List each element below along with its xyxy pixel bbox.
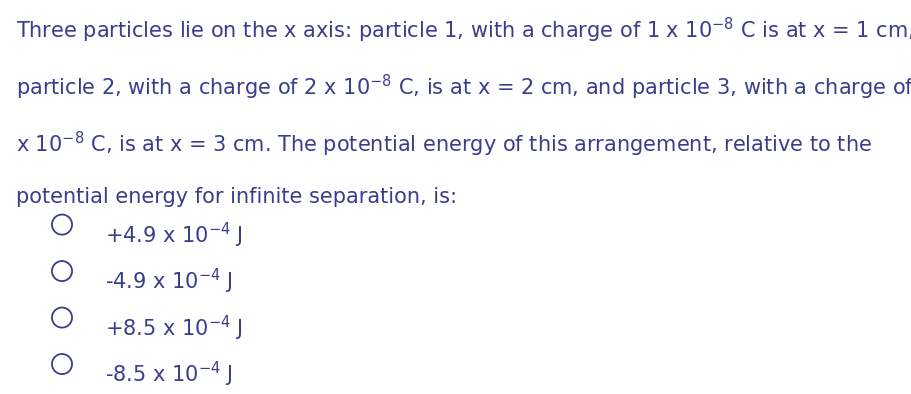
- Text: x 10$^{-8}$ C, is at x = 3 cm. The potential energy of this arrangement, relativ: x 10$^{-8}$ C, is at x = 3 cm. The poten…: [16, 130, 872, 159]
- Text: particle 2, with a charge of 2 x 10$^{-8}$ C, is at x = 2 cm, and particle 3, wi: particle 2, with a charge of 2 x 10$^{-8…: [16, 73, 911, 102]
- Text: -8.5 x 10$^{-4}$ J: -8.5 x 10$^{-4}$ J: [105, 360, 232, 389]
- Text: +4.9 x 10$^{-4}$ J: +4.9 x 10$^{-4}$ J: [105, 221, 242, 250]
- Text: +8.5 x 10$^{-4}$ J: +8.5 x 10$^{-4}$ J: [105, 314, 242, 343]
- Text: -4.9 x 10$^{-4}$ J: -4.9 x 10$^{-4}$ J: [105, 267, 232, 296]
- Text: Three particles lie on the x axis: particle 1, with a charge of 1 x 10$^{-8}$ C : Three particles lie on the x axis: parti…: [16, 16, 911, 45]
- Text: potential energy for infinite separation, is:: potential energy for infinite separation…: [16, 187, 457, 207]
